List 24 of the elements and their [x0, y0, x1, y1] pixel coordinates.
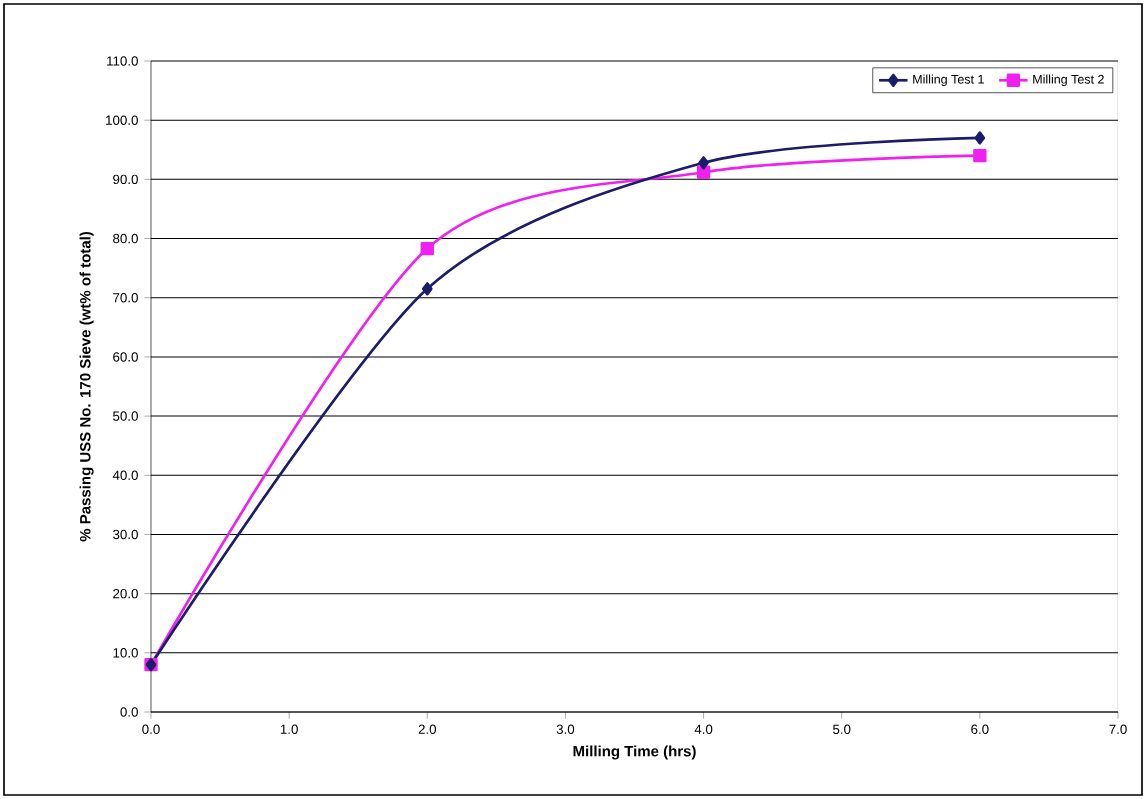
- x-axis-title: Milling Time (hrs): [573, 745, 696, 760]
- x-tick-label: 3.0: [556, 724, 575, 734]
- y-tick-label: 70.0: [113, 293, 138, 303]
- y-tick-label: 80.0: [113, 233, 138, 244]
- x-tick-label: 1.0: [280, 724, 298, 734]
- x-tick-label: 6.0: [971, 724, 989, 734]
- y-tick-label: 50.0: [113, 411, 138, 421]
- y-tick-label: 60.0: [113, 352, 138, 362]
- y-tick-label: 10.0: [113, 648, 138, 658]
- y-tick-label: 40.0: [112, 470, 138, 480]
- y-tick-label: 90.0: [113, 174, 138, 185]
- x-tick-label: 7.0: [1109, 724, 1127, 734]
- x-tick-label: 4.0: [694, 724, 713, 734]
- y-tick-label: 0.0: [120, 707, 138, 717]
- x-tick-label: 2.0: [418, 724, 437, 734]
- legend-label: Milling Test 2: [1033, 74, 1104, 87]
- y-tick-label: 20.0: [113, 588, 138, 599]
- y-tick-label: 110.0: [107, 56, 138, 66]
- x-tick-label: 5.0: [832, 724, 851, 734]
- legend-label: Milling Test 1: [913, 74, 984, 87]
- y-tick-label: 100.0: [106, 115, 138, 125]
- x-tick-label: 0.0: [142, 724, 160, 734]
- y-tick-label: 30.0: [113, 529, 138, 540]
- y-axis-title: % Passing USS No. 170 Sieve (wt% of total): [79, 231, 94, 542]
